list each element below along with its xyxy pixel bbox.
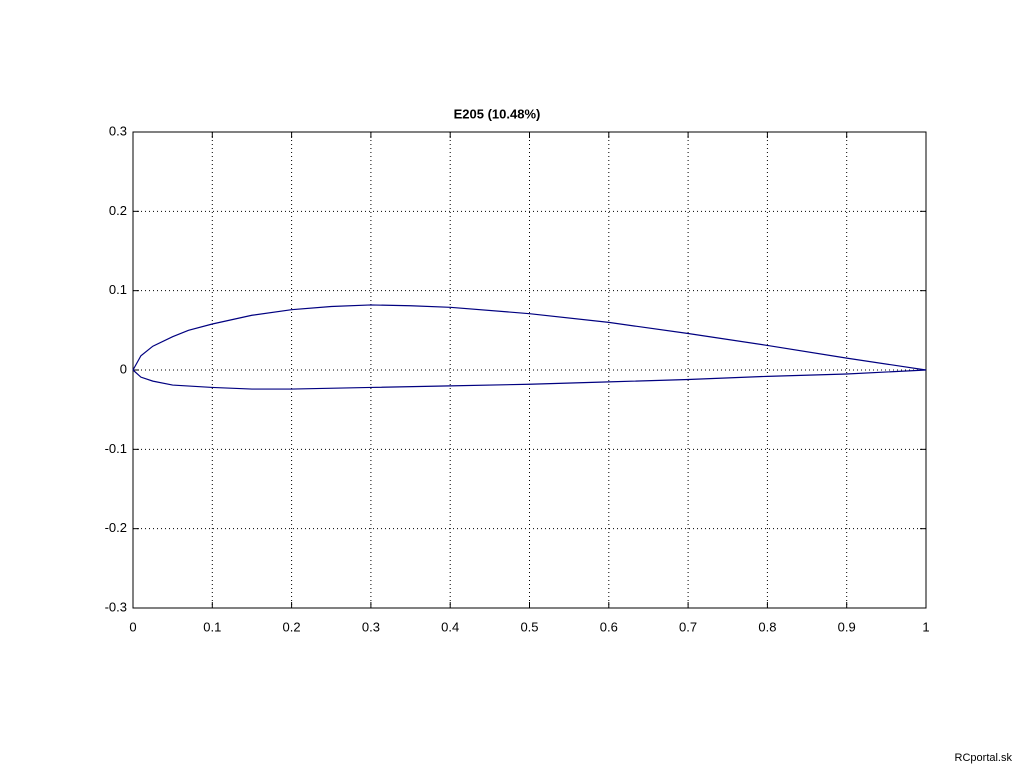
x-tick-label: 0.9 xyxy=(838,619,856,634)
airfoil-line xyxy=(132,369,927,390)
chart-title: E205 (10.48%) xyxy=(454,106,541,121)
y-tick-label: 0.1 xyxy=(109,282,127,297)
y-tick-label: -0.3 xyxy=(105,599,127,614)
x-tick-label: 1 xyxy=(922,619,929,634)
x-tick-label: 0.7 xyxy=(679,619,697,634)
x-tick-label: 0.4 xyxy=(441,619,459,634)
y-tick-label: 0.2 xyxy=(109,203,127,218)
watermark: RCportal.sk xyxy=(955,752,1013,764)
x-tick-label: 0.6 xyxy=(600,619,618,634)
x-tick-label: 0.2 xyxy=(283,619,301,634)
y-tick-label: 0.3 xyxy=(109,123,127,138)
x-tick-label: 0.5 xyxy=(520,619,538,634)
x-tick-label: 0.1 xyxy=(203,619,221,634)
x-tick-label: 0.3 xyxy=(362,619,380,634)
y-tick-label: -0.2 xyxy=(105,520,127,535)
x-tick-label: 0 xyxy=(129,619,136,634)
x-tick-label: 0.8 xyxy=(758,619,776,634)
airfoil-line xyxy=(132,304,927,371)
y-tick-label: -0.1 xyxy=(105,441,127,456)
y-tick-label: 0 xyxy=(120,361,127,376)
